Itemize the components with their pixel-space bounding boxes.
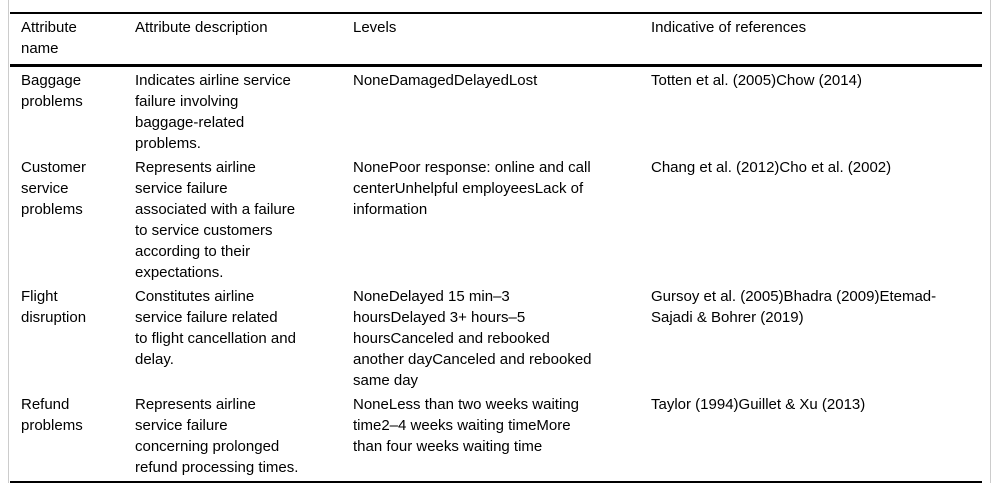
cell-references: Totten et al. (2005)Chow (2014) [651, 72, 862, 89]
table-body: Baggage problems Indicates airline servi… [10, 66, 982, 483]
cell-attribute-name: Flight disruption [21, 288, 87, 326]
table-row-refund-problems: Refund problems Represents airline servi… [10, 391, 982, 482]
cell-attribute-name: Customer service problems [21, 159, 87, 218]
cell-attribute-name: Refund problems [21, 396, 83, 434]
cell-levels: NoneLess than two weeks waiting time2–4 … [353, 396, 579, 455]
header-row: Attribute name Attribute description Lev… [10, 13, 982, 67]
cell-attribute-description: Indicates airline service failure involv… [135, 72, 291, 152]
cell-references: Gursoy et al. (2005)Bhadra (2009)Etemad-… [651, 288, 937, 326]
col-header-attribute-name: Attribute name [10, 13, 135, 67]
cell-levels: NoneDelayed 15 min–3 hoursDelayed 3+ hou… [353, 288, 592, 389]
table-header: Attribute name Attribute description Lev… [10, 13, 982, 67]
table-row-customer-service-problems: Customer service problems Represents air… [10, 154, 982, 283]
table-frame: Attribute name Attribute description Lev… [8, 0, 991, 483]
col-header-levels: Levels [353, 13, 651, 67]
col-header-indicative-references: Indicative of references [651, 13, 982, 67]
cell-references: Chang et al. (2012)Cho et al. (2002) [651, 159, 892, 176]
cell-attribute-description: Constitutes airline service failure rela… [135, 288, 296, 368]
table-row-flight-disruption: Flight disruption Constitutes airline se… [10, 283, 982, 391]
cell-attribute-name: Baggage problems [21, 72, 83, 110]
cell-references: Taylor (1994)Guillet & Xu (2013) [651, 396, 866, 413]
cell-levels: NoneDamagedDelayedLost [353, 72, 538, 89]
table-row-baggage-problems: Baggage problems Indicates airline servi… [10, 66, 982, 155]
cell-levels: NonePoor response: online and call cente… [353, 159, 591, 218]
attributes-table: Attribute name Attribute description Lev… [10, 12, 982, 483]
cell-attribute-description: Represents airline service failure assoc… [135, 159, 296, 281]
cell-attribute-description: Represents airline service failure conce… [135, 396, 299, 476]
col-header-attribute-description: Attribute description [135, 13, 353, 67]
